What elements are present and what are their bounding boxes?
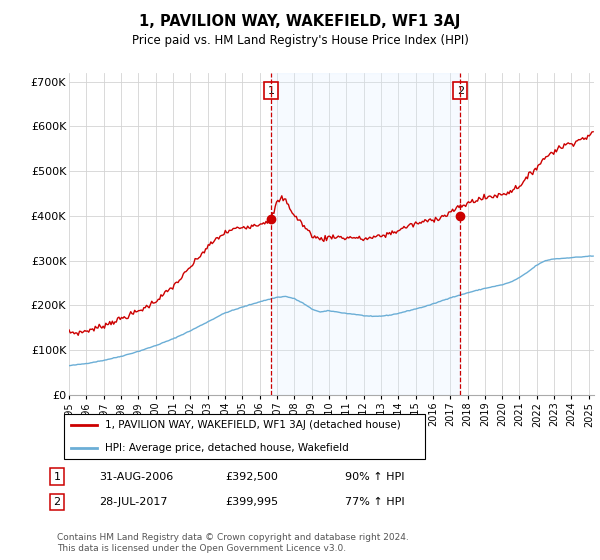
Text: 1: 1 — [53, 472, 61, 482]
Text: 31-AUG-2006: 31-AUG-2006 — [99, 472, 173, 482]
FancyBboxPatch shape — [64, 414, 425, 459]
Text: HPI: Average price, detached house, Wakefield: HPI: Average price, detached house, Wake… — [104, 444, 349, 454]
Text: 2: 2 — [457, 86, 464, 96]
Text: £392,500: £392,500 — [225, 472, 278, 482]
Bar — [271, 73, 460, 395]
Text: 77% ↑ HPI: 77% ↑ HPI — [345, 497, 404, 507]
Text: Price paid vs. HM Land Registry's House Price Index (HPI): Price paid vs. HM Land Registry's House … — [131, 34, 469, 46]
Text: £399,995: £399,995 — [225, 497, 278, 507]
Text: 1, PAVILION WAY, WAKEFIELD, WF1 3AJ (detached house): 1, PAVILION WAY, WAKEFIELD, WF1 3AJ (det… — [104, 420, 400, 430]
Text: 1, PAVILION WAY, WAKEFIELD, WF1 3AJ: 1, PAVILION WAY, WAKEFIELD, WF1 3AJ — [139, 14, 461, 29]
Text: Contains HM Land Registry data © Crown copyright and database right 2024.
This d: Contains HM Land Registry data © Crown c… — [57, 533, 409, 553]
Text: 28-JUL-2017: 28-JUL-2017 — [99, 497, 167, 507]
Text: 90% ↑ HPI: 90% ↑ HPI — [345, 472, 404, 482]
Text: 2: 2 — [53, 497, 61, 507]
Text: 1: 1 — [268, 86, 275, 96]
